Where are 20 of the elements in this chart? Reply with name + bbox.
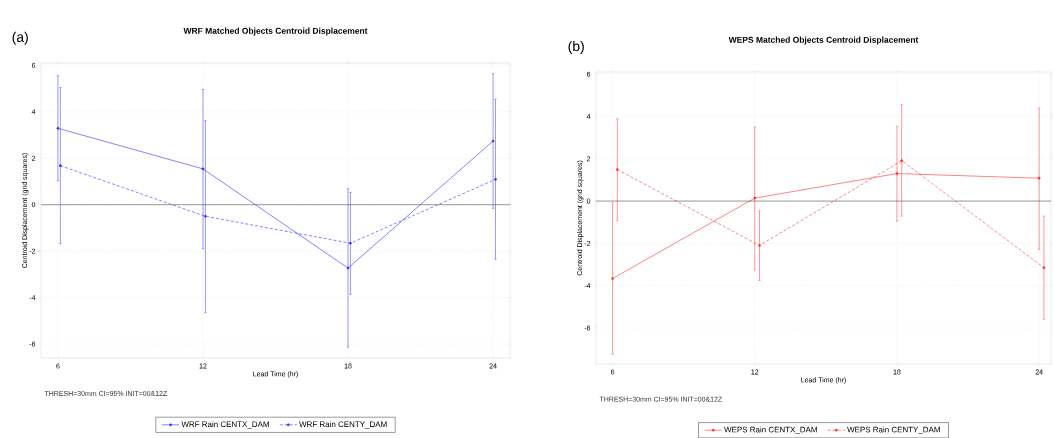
text: (a) <box>12 31 28 45</box>
chart-title: WEPS Matched Objects Centroid Displacement <box>728 36 919 45</box>
point <box>615 168 619 171</box>
point <box>611 277 614 280</box>
point <box>1042 266 1046 270</box>
point <box>494 177 497 181</box>
point <box>346 266 350 270</box>
point <box>1037 176 1041 180</box>
point <box>900 159 904 163</box>
point <box>753 196 757 200</box>
point <box>56 126 60 130</box>
text: (b) <box>568 40 584 54</box>
point <box>201 167 205 171</box>
point <box>895 172 899 175</box>
chart-title: WRF Matched Objects Centroid Displacement <box>183 27 368 36</box>
point <box>491 139 495 143</box>
point <box>204 214 207 218</box>
point <box>349 241 352 245</box>
point <box>58 164 62 168</box>
point <box>758 244 761 247</box>
